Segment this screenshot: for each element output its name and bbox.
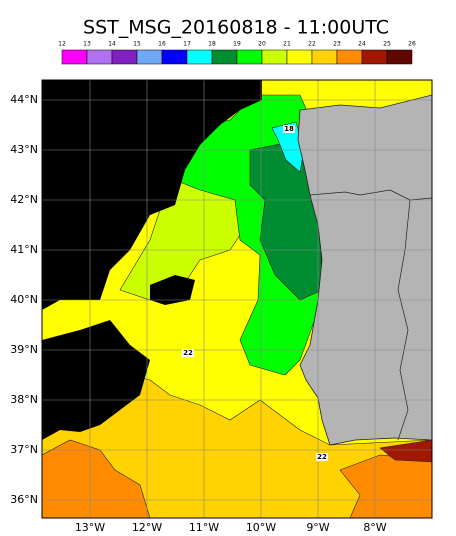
lon-label: 13°W bbox=[75, 521, 105, 534]
lat-label: 38°N bbox=[10, 393, 38, 406]
colorbar-label: 12 bbox=[58, 41, 66, 48]
colorbar-label: 15 bbox=[133, 41, 141, 48]
colorbar-box bbox=[161, 49, 188, 65]
lon-label: 11°W bbox=[189, 521, 219, 534]
lon-label: 12°W bbox=[132, 521, 162, 534]
colorbar-label: 26 bbox=[408, 41, 416, 48]
colorbar-label: 18 bbox=[208, 41, 216, 48]
colorbar-box bbox=[111, 49, 138, 65]
colorbar-box bbox=[311, 49, 338, 65]
lon-label: 8°W bbox=[363, 521, 386, 534]
lon-label: 9°W bbox=[306, 521, 329, 534]
colorbar-label: 20 bbox=[258, 41, 266, 48]
colorbar-box bbox=[286, 49, 313, 65]
lat-label: 43°N bbox=[10, 143, 38, 156]
lat-label: 39°N bbox=[10, 343, 38, 356]
colorbar-label: 13 bbox=[83, 41, 91, 48]
colorbar-label: 17 bbox=[183, 41, 191, 48]
contour-label-bg bbox=[316, 453, 328, 461]
lat-label: 40°N bbox=[10, 293, 38, 306]
lat-label: 42°N bbox=[10, 193, 38, 206]
colorbar: 12 13 14 15 16 17 18 19 20 21 22 23 24 25 26 bbox=[58, 41, 416, 65]
graticule bbox=[42, 80, 432, 518]
colorbar-label: 22 bbox=[308, 41, 316, 48]
colorbar-box bbox=[236, 49, 263, 65]
colorbar-box bbox=[211, 49, 238, 65]
colorbar-label: 24 bbox=[358, 41, 366, 48]
lat-label: 37°N bbox=[10, 443, 38, 456]
sea-darkred bbox=[379, 439, 432, 463]
map-frame bbox=[41, 79, 433, 519]
lat-label: 41°N bbox=[10, 243, 38, 256]
colorbar-box bbox=[386, 49, 413, 65]
contour-label-bg bbox=[283, 125, 295, 133]
lat-label: 36°N bbox=[10, 493, 38, 506]
colorbar-box bbox=[86, 49, 113, 65]
colorbar-label: 16 bbox=[158, 41, 166, 48]
colorbar-label: 23 bbox=[333, 41, 341, 48]
colorbar-box bbox=[261, 49, 288, 65]
labels: 44°N 43°N 42°N 41°N 40°N 39°N 38°N 37°N 36°N 13°W… bbox=[10, 93, 387, 534]
title: SST_MSG_20160818 - 11:00UTC bbox=[83, 17, 389, 39]
sea-orange-west bbox=[42, 439, 151, 518]
colorbar-label: 25 bbox=[383, 41, 391, 48]
colorbar-label: 21 bbox=[283, 41, 291, 48]
colorbar-box bbox=[61, 49, 88, 65]
contour-label-bg bbox=[182, 349, 194, 357]
contour-label: 22 bbox=[183, 349, 193, 357]
lat-label: 44°N bbox=[10, 93, 38, 106]
contour-label: 18 bbox=[284, 125, 294, 133]
sea-orange-east bbox=[339, 454, 432, 518]
colorbar-label: 14 bbox=[108, 41, 116, 48]
lon-label: 10°W bbox=[246, 521, 276, 534]
colorbar-box bbox=[336, 49, 363, 65]
colorbar-box bbox=[136, 49, 163, 65]
map bbox=[42, 80, 432, 518]
contour-label: 22 bbox=[317, 453, 327, 461]
cloud-patch bbox=[150, 275, 195, 305]
colorbar-box bbox=[361, 49, 388, 65]
colorbar-label: 19 bbox=[233, 41, 241, 48]
sea-cyan bbox=[271, 121, 305, 173]
cloud-north bbox=[42, 80, 262, 310]
colorbar-box bbox=[186, 49, 213, 65]
